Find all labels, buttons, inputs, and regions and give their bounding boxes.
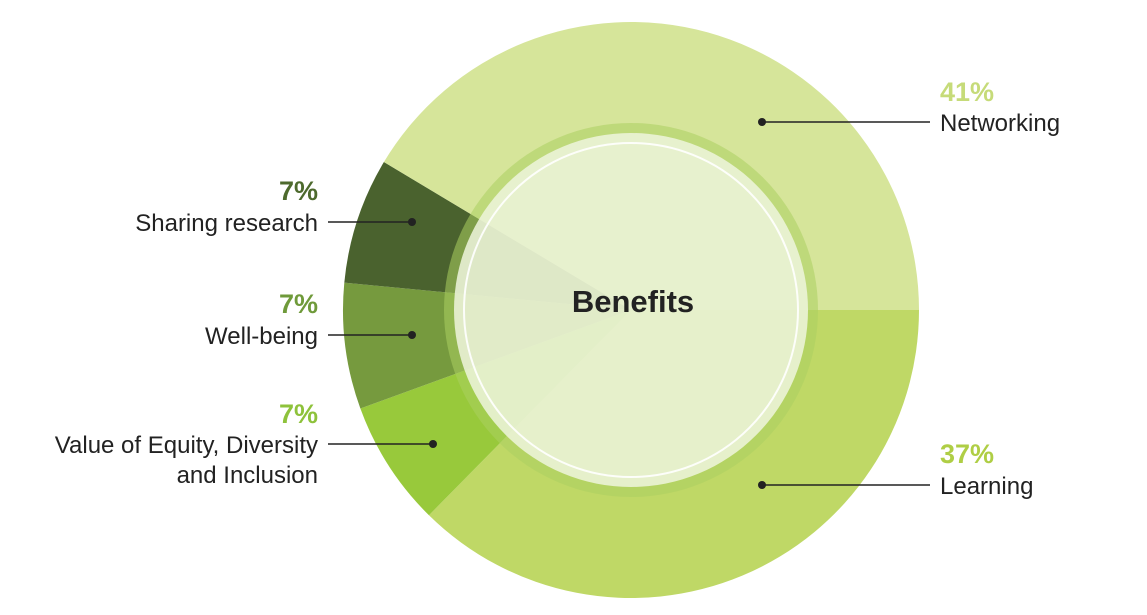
slice-label-well-being: 7% Well-being — [205, 289, 416, 350]
value-label-sharing-research: 7% — [279, 176, 318, 206]
slice-label-sharing-research: 7% Sharing research — [135, 176, 416, 237]
value-label-learning: 37% — [940, 439, 994, 469]
value-label-value-of-equity-diversity-and-inclusion: 7% — [279, 399, 318, 429]
category-label-sharing-research: Sharing research — [135, 210, 318, 237]
slice-label-learning: 37% Learning — [758, 439, 1033, 500]
category-label-networking: Networking — [940, 110, 1060, 137]
slice-label-value-of-equity-diversity-and-inclusion: 7% Value of Equity, Diversity and Inclusio… — [55, 399, 437, 489]
category-label-well-being: Well-being — [205, 323, 318, 350]
category-label-learning: Learning — [940, 473, 1033, 500]
center-layer: Benefits — [444, 123, 818, 497]
category-label-value-of-equity-diversity-and-inclusion-line-2: and Inclusion — [177, 462, 318, 489]
inner-outline — [463, 142, 799, 478]
labels-layer: 41% Networking 37% Learning 7% Value of Equit… — [55, 77, 1060, 500]
inner-disc — [454, 133, 808, 487]
category-label-value-of-equity-diversity-and-inclusion-line-1: Value of Equity, Diversity — [55, 432, 318, 459]
value-label-well-being: 7% — [279, 289, 318, 319]
slice-label-networking: 41% Networking — [758, 77, 1060, 137]
center-label: Benefits — [572, 284, 694, 319]
value-label-networking: 41% — [940, 77, 994, 107]
